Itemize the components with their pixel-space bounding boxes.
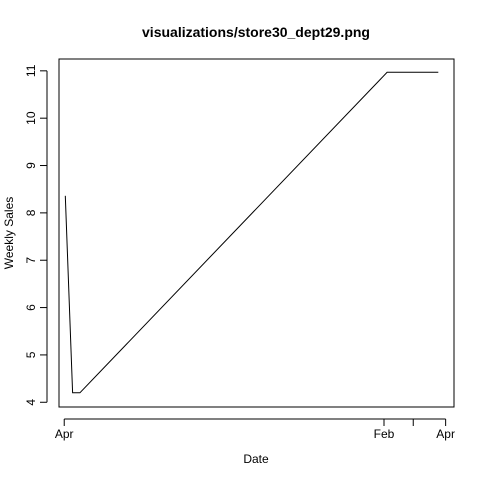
- y-tick-label: 6: [24, 304, 38, 311]
- y-tick-label: 7: [24, 257, 38, 264]
- y-axis: 4 5 6 7 8 9 10 11: [24, 64, 48, 406]
- y-tick-label: 8: [24, 209, 38, 216]
- x-tick-label: Feb: [374, 427, 395, 441]
- y-tick-label: 9: [24, 162, 38, 169]
- y-tick-label: 4: [24, 399, 38, 406]
- chart-title: visualizations/store30_dept29.png: [142, 24, 370, 40]
- y-tick-label: 10: [24, 111, 38, 125]
- x-axis-label: Date: [243, 452, 269, 466]
- y-tick-label: 5: [24, 351, 38, 358]
- x-tick-label: Apr: [436, 427, 455, 441]
- series-group: [64, 71, 439, 394]
- series-line: [64, 71, 439, 394]
- x-axis: Apr Feb Apr: [55, 418, 455, 441]
- y-axis-label: Weekly Sales: [2, 197, 16, 269]
- y-tick-label: 11: [24, 64, 38, 77]
- x-tick-label: Apr: [55, 427, 74, 441]
- plot-frame: [58, 58, 455, 408]
